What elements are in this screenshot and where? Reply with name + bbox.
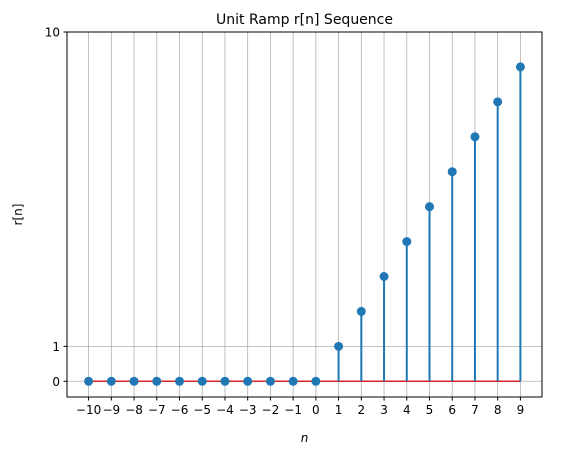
stem-marker	[129, 376, 139, 386]
stem-marker	[379, 271, 389, 281]
x-axis-label: n	[301, 431, 309, 445]
x-tick-label: −4	[216, 403, 234, 417]
y-axis-ticks: 0 1 10	[45, 26, 67, 389]
x-tick-label: 6	[448, 403, 456, 417]
x-tick-label: 7	[471, 403, 479, 417]
chart-title: Unit Ramp r[n] Sequence	[216, 12, 393, 28]
x-tick-label: −2	[262, 403, 280, 417]
stem-marker	[334, 341, 344, 351]
grid-lines	[67, 31, 542, 397]
stem-marker	[356, 306, 366, 316]
x-tick-label: 4	[403, 403, 411, 417]
stem-marker	[515, 62, 525, 72]
stem-marker	[311, 376, 321, 386]
plot-frame	[66, 31, 543, 398]
stem-marker	[493, 97, 503, 107]
x-tick-label: 0	[312, 403, 320, 417]
x-tick-label: −7	[148, 403, 166, 417]
stem-marker	[243, 376, 253, 386]
x-axis-ticks: −10 −9 −8 −7 −6 −5 −4 −3 −2 −1 0 1 2 3 4 5 6 7 8 9	[76, 397, 524, 417]
stem-marker	[265, 376, 275, 386]
stem-marker	[84, 376, 94, 386]
x-tick-label: −9	[102, 403, 120, 417]
stem-marker	[470, 132, 480, 142]
x-tick-label: 1	[335, 403, 343, 417]
y-tick-label: 1	[52, 340, 60, 354]
stem-marker	[106, 376, 116, 386]
y-axis-label: r[n]	[11, 204, 25, 226]
stems	[337, 66, 522, 382]
stem-marker	[220, 376, 230, 386]
stem-marker	[425, 202, 434, 212]
y-tick-label: 10	[45, 26, 60, 40]
stem-marker	[152, 376, 162, 386]
stem-marker	[447, 167, 457, 177]
stem-marker	[288, 376, 298, 386]
x-tick-label: −10	[76, 403, 101, 417]
x-tick-label: −6	[171, 403, 189, 417]
stem-marker	[197, 376, 207, 386]
x-tick-label: −3	[239, 403, 257, 417]
x-tick-label: 9	[517, 403, 525, 417]
y-tick-label: 0	[52, 375, 60, 389]
x-tick-label: 2	[357, 403, 365, 417]
x-tick-label: −5	[193, 403, 211, 417]
x-tick-label: −8	[125, 403, 143, 417]
markers	[84, 62, 525, 386]
x-tick-label: 5	[426, 403, 434, 417]
stem-marker	[402, 237, 412, 247]
x-tick-label: 8	[494, 403, 502, 417]
x-tick-label: 3	[380, 403, 388, 417]
stem-marker	[175, 376, 184, 386]
x-tick-label: −1	[284, 403, 302, 417]
